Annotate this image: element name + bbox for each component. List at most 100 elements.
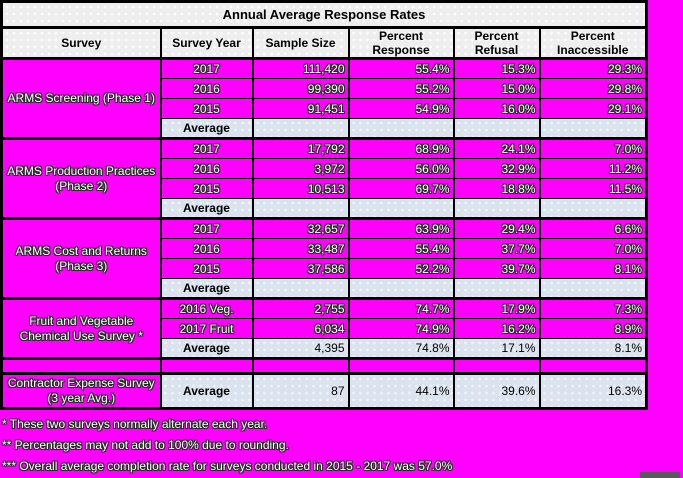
sample-size-cell: 4,395 xyxy=(251,338,350,360)
table-row: ARMS Production Practices (Phase 2) 2017… xyxy=(0,138,648,220)
average-row: Average xyxy=(2,278,648,300)
percent-inaccessible-cell xyxy=(538,278,648,300)
percent-response-cell: 52.2% xyxy=(347,258,455,279)
sample-size-cell: 6,034 xyxy=(251,318,350,339)
percent-inaccessible-cell: 6.6% xyxy=(538,218,648,239)
spacer-row xyxy=(0,358,648,375)
percent-response-cell: 54.9% xyxy=(347,98,455,119)
year-cell: 2017 xyxy=(159,138,254,159)
percent-refusal-cell: 18.8% xyxy=(452,178,541,199)
year-cell: 2015 xyxy=(159,98,254,119)
average-label-cell: Average xyxy=(159,278,254,300)
year-cell: 2016 xyxy=(159,158,254,179)
empty-cell xyxy=(0,358,162,375)
table-row: ARMS Cost and Returns (Phase 3) 2017 32,… xyxy=(0,218,648,300)
year-cell: 2015 xyxy=(159,178,254,199)
sample-size-cell: 2,755 xyxy=(251,298,350,319)
percent-response-cell: 69.7% xyxy=(347,178,455,199)
percent-refusal-cell xyxy=(452,198,541,220)
empty-cell xyxy=(538,358,648,375)
sample-size-cell: 3,972 xyxy=(251,158,350,179)
percent-refusal-cell: 39.7% xyxy=(452,258,541,279)
year-cell: 2016 xyxy=(159,78,254,99)
empty-cell xyxy=(251,358,350,375)
average-label-cell: Average xyxy=(159,198,254,220)
percent-response-cell: 68.9% xyxy=(347,138,455,159)
percent-refusal-cell: 15.0% xyxy=(452,78,541,99)
percent-inaccessible-cell: 29.3% xyxy=(538,58,648,79)
table-row: 2015 37,586 52.2% 39.7% 8.1% xyxy=(2,258,648,279)
year-cell: 2015 xyxy=(159,258,254,279)
empty-cell xyxy=(347,358,455,375)
year-cell: 2016 xyxy=(159,238,254,259)
year-cell: 2017 xyxy=(159,58,254,79)
percent-inaccessible-cell: 29.1% xyxy=(538,98,648,119)
col-header-survey: Survey xyxy=(0,27,162,60)
average-label-cell: Average xyxy=(159,373,254,410)
table-row: 2017 Fruit 6,034 74.9% 16.2% 8.9% xyxy=(2,318,648,339)
average-label-cell: Average xyxy=(159,118,254,140)
response-rates-table: Annual Average Response Rates Survey Sur… xyxy=(0,0,648,410)
percent-inaccessible-cell: 7.3% xyxy=(538,298,648,319)
col-header-percent-response: Percent Response xyxy=(347,27,455,60)
survey-name-cell: Contractor Expense Survey (3 year Avg.) xyxy=(0,373,162,410)
percent-inaccessible-cell xyxy=(538,198,648,220)
sample-size-cell: 10,513 xyxy=(251,178,350,199)
col-header-percent-refusal: Percent Refusal xyxy=(452,27,541,60)
percent-response-cell: 74.7% xyxy=(347,298,455,319)
table-row: ARMS Screening (Phase 1) 2017 111,420 55… xyxy=(0,58,648,140)
percent-refusal-cell: 39.6% xyxy=(452,373,541,410)
average-row: Average xyxy=(2,198,648,220)
percent-inaccessible-cell: 16.3% xyxy=(538,373,648,410)
bottom-right-artifact xyxy=(640,472,680,478)
percent-inaccessible-cell: 7.0% xyxy=(538,138,648,159)
percent-response-cell: 74.9% xyxy=(347,318,455,339)
year-cell: 2017 xyxy=(159,218,254,239)
sample-size-cell: 17,792 xyxy=(251,138,350,159)
percent-inaccessible-cell: 8.9% xyxy=(538,318,648,339)
percent-response-cell: 44.1% xyxy=(347,373,455,410)
percent-response-cell xyxy=(347,118,455,140)
percent-response-cell xyxy=(347,198,455,220)
percent-refusal-cell: 17.1% xyxy=(452,338,541,360)
sample-size-cell xyxy=(251,198,350,220)
table-row: Fruit and Vegetable Chemical Use Survey … xyxy=(0,298,648,360)
year-cell: 2016 Veg. xyxy=(159,298,254,319)
sample-size-cell: 99,390 xyxy=(251,78,350,99)
percent-refusal-cell: 15.3% xyxy=(452,58,541,79)
col-header-sample-size: Sample Size xyxy=(251,27,350,60)
percent-response-cell xyxy=(347,278,455,300)
page-title: Annual Average Response Rates xyxy=(0,1,648,29)
sample-size-cell: 111,420 xyxy=(251,58,350,79)
percent-response-cell: 63.9% xyxy=(347,218,455,239)
percent-refusal-cell: 17.9% xyxy=(452,298,541,319)
percent-inaccessible-cell: 11.5% xyxy=(538,178,648,199)
survey-name-cell: ARMS Cost and Returns (Phase 3) xyxy=(0,218,162,300)
survey-name-cell: ARMS Screening (Phase 1) xyxy=(0,58,162,140)
percent-inaccessible-cell xyxy=(538,118,648,140)
survey-name-cell: Fruit and Vegetable Chemical Use Survey … xyxy=(0,298,162,360)
percent-refusal-cell: 24.1% xyxy=(452,138,541,159)
table-row: 2016 3,972 56.0% 32.9% 11.2% xyxy=(2,158,648,179)
sample-size-cell xyxy=(251,278,350,300)
contractor-average-row: Contractor Expense Survey (3 year Avg.) … xyxy=(0,373,648,410)
average-row: Average 4,395 74.8% 17.1% 8.1% xyxy=(2,338,648,360)
table-row: 2016 99,390 55.2% 15.0% 29.8% xyxy=(2,78,648,99)
percent-inaccessible-cell: 7.0% xyxy=(538,238,648,259)
sample-size-cell: 37,586 xyxy=(251,258,350,279)
empty-cell xyxy=(452,358,541,375)
col-header-survey-year: Survey Year xyxy=(159,27,254,60)
footnote: *** Overall average completion rate for … xyxy=(2,459,453,473)
percent-refusal-cell xyxy=(452,278,541,300)
sample-size-cell: 87 xyxy=(251,373,350,410)
percent-response-cell: 55.4% xyxy=(347,58,455,79)
percent-refusal-cell: 29.4% xyxy=(452,218,541,239)
footnote: ** Percentages may not add to 100% due t… xyxy=(2,438,289,452)
footnotes: * These two surveys normally alternate e… xyxy=(2,414,683,477)
percent-refusal-cell: 16.0% xyxy=(452,98,541,119)
percent-response-cell: 56.0% xyxy=(347,158,455,179)
survey-name-cell: ARMS Production Practices (Phase 2) xyxy=(0,138,162,220)
col-header-percent-inaccessible: Percent Inaccessible xyxy=(538,27,648,60)
percent-inaccessible-cell: 8.1% xyxy=(538,258,648,279)
